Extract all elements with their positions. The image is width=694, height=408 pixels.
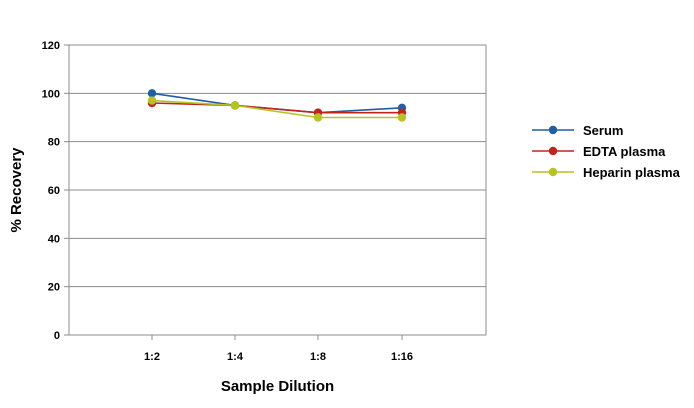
gridlines <box>69 92 486 288</box>
y-tick-label: 40 <box>48 233 60 245</box>
series-line-edta-plasma <box>151 102 402 114</box>
x-tick-label: 1:2 <box>144 351 160 363</box>
legend-marker-heparin-plasma <box>548 167 558 177</box>
legend-marker-edta-plasma <box>548 146 558 156</box>
y-tick-label: 20 <box>48 282 60 294</box>
x-tick-label: 1:4 <box>227 351 244 363</box>
x-axis-ticks: 1:2 1:4 1:8 1:16 <box>144 335 413 363</box>
series-lines <box>147 89 407 122</box>
data-point-heparin-plasma <box>313 113 323 122</box>
x-tick-label: 1:16 <box>391 351 413 363</box>
data-point-serum <box>147 89 157 98</box>
legend: Serum EDTA plasma Heparin plasma <box>532 123 681 180</box>
data-point-heparin-plasma <box>147 96 157 105</box>
y-tick-label: 100 <box>42 88 60 100</box>
y-tick-label: 60 <box>48 185 60 197</box>
legend-marker-serum <box>548 125 558 135</box>
x-tick-label: 1:8 <box>310 351 326 363</box>
legend-label-edta-plasma: EDTA plasma <box>583 144 666 159</box>
y-tick-label: 0 <box>54 330 60 342</box>
legend-label-heparin-plasma: Heparin plasma <box>583 165 681 180</box>
data-point-heparin-plasma <box>230 101 240 110</box>
data-point-heparin-plasma <box>397 113 407 122</box>
legend-label-serum: Serum <box>583 123 623 138</box>
y-tick-label: 80 <box>48 137 60 149</box>
y-tick-label: 120 <box>42 40 60 52</box>
y-axis-ticks: 0 20 40 60 80 100 120 <box>42 40 69 342</box>
series-line-heparin-plasma <box>151 99 402 119</box>
y-axis-title: % Recovery <box>8 147 25 233</box>
x-axis-title: Sample Dilution <box>221 378 334 395</box>
